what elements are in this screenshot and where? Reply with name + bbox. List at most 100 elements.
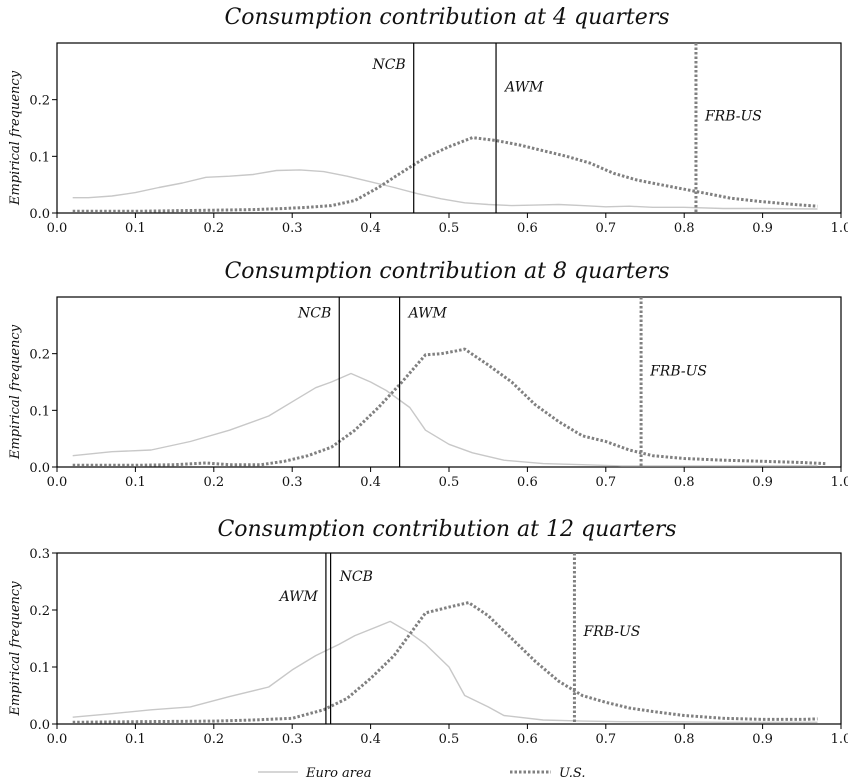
data-point [323, 709, 324, 710]
data-point [723, 718, 724, 719]
data-point [284, 208, 285, 209]
data-point [135, 465, 136, 466]
data-point [205, 177, 206, 178]
y-tick-label: 0.0 [29, 461, 50, 476]
data-point [229, 696, 230, 697]
y-axis-label: Empirical frequency [8, 324, 23, 460]
x-tick-label: 0.1 [125, 475, 146, 490]
data-point [566, 156, 567, 157]
data-point [723, 722, 724, 723]
data-point [135, 211, 136, 212]
data-point [72, 465, 73, 466]
x-tick-label: 0.0 [47, 221, 68, 236]
y-tick-label: 0.1 [29, 661, 50, 676]
x-tick-label: 0.3 [282, 221, 303, 236]
data-point [229, 176, 230, 177]
data-point [268, 686, 269, 687]
data-point [817, 718, 818, 719]
data-point [331, 447, 332, 448]
data-point [605, 441, 606, 442]
data-point [605, 702, 606, 703]
vline-label-ncb: NCB [371, 57, 405, 73]
legend-label: Euro area [305, 766, 371, 781]
data-point [72, 717, 73, 718]
data-point [684, 715, 685, 716]
data-point [425, 612, 426, 613]
y-tick-label: 0.3 [29, 547, 50, 562]
data-point [582, 464, 583, 465]
data-point [448, 146, 449, 147]
data-point [723, 208, 724, 209]
data-point [707, 193, 708, 194]
data-point [354, 430, 355, 431]
data-point [558, 421, 559, 422]
data-point [378, 187, 379, 188]
plot-frame [56, 296, 842, 468]
data-point [292, 669, 293, 670]
series-line-euro-area [72, 620, 818, 723]
plot-frame [56, 552, 842, 725]
data-point [582, 205, 583, 206]
data-point [441, 198, 442, 199]
data-point [401, 381, 402, 382]
y-axis-label: Empirical frequency [8, 581, 23, 717]
data-point [488, 204, 489, 205]
data-point [339, 644, 340, 645]
series-line-euro-area [72, 169, 818, 210]
data-point [315, 655, 316, 656]
data-point [456, 350, 457, 351]
x-tick-label: 0.0 [47, 475, 68, 490]
data-point [354, 200, 355, 201]
vline-label-frb-us: FRB-US [704, 109, 762, 125]
data-point [637, 180, 638, 181]
data-point [684, 207, 685, 208]
vline-label-awm: AWM [407, 305, 448, 321]
data-point [448, 607, 449, 608]
data-point [621, 465, 622, 466]
data-point [276, 170, 277, 171]
data-point [158, 187, 159, 188]
legend-label: U.S. [559, 766, 585, 781]
data-point [684, 189, 685, 190]
data-point [229, 430, 230, 431]
data-point [723, 465, 724, 466]
data-point [558, 204, 559, 205]
data-point [558, 681, 559, 682]
data-point [488, 706, 489, 707]
data-point [543, 150, 544, 151]
vline-label-awm: AWM [278, 589, 319, 605]
data-point [425, 157, 426, 158]
data-point [511, 205, 512, 206]
data-point [488, 364, 489, 365]
data-point [535, 661, 536, 662]
y-tick-label: 0.1 [29, 150, 50, 165]
x-tick-label: 0.0 [47, 732, 68, 747]
x-tick-label: 0.4 [360, 475, 381, 490]
x-tick-label: 0.1 [125, 221, 146, 236]
data-point [190, 706, 191, 707]
x-tick-label: 0.6 [517, 221, 538, 236]
x-tick-label: 1.0 [831, 221, 848, 236]
data-point [252, 719, 253, 720]
data-point [762, 719, 763, 720]
vline-label-frb-us: FRB-US [649, 364, 707, 380]
data-point [417, 193, 418, 194]
data-point [72, 455, 73, 456]
data-point [660, 721, 661, 722]
y-tick-label: 0.2 [29, 94, 50, 109]
data-point [347, 698, 348, 699]
data-point [762, 461, 763, 462]
data-point [151, 449, 152, 450]
data-point [292, 718, 293, 719]
x-tick-label: 0.2 [203, 732, 224, 747]
data-point [448, 666, 449, 667]
data-point [425, 430, 426, 431]
data-point [762, 208, 763, 209]
x-tick-label: 0.2 [203, 221, 224, 236]
data-point [213, 210, 214, 211]
y-tick-label: 0.2 [29, 604, 50, 619]
data-point [621, 721, 622, 722]
y-tick-label: 0.2 [29, 348, 50, 363]
data-point [535, 205, 536, 206]
data-point [190, 441, 191, 442]
